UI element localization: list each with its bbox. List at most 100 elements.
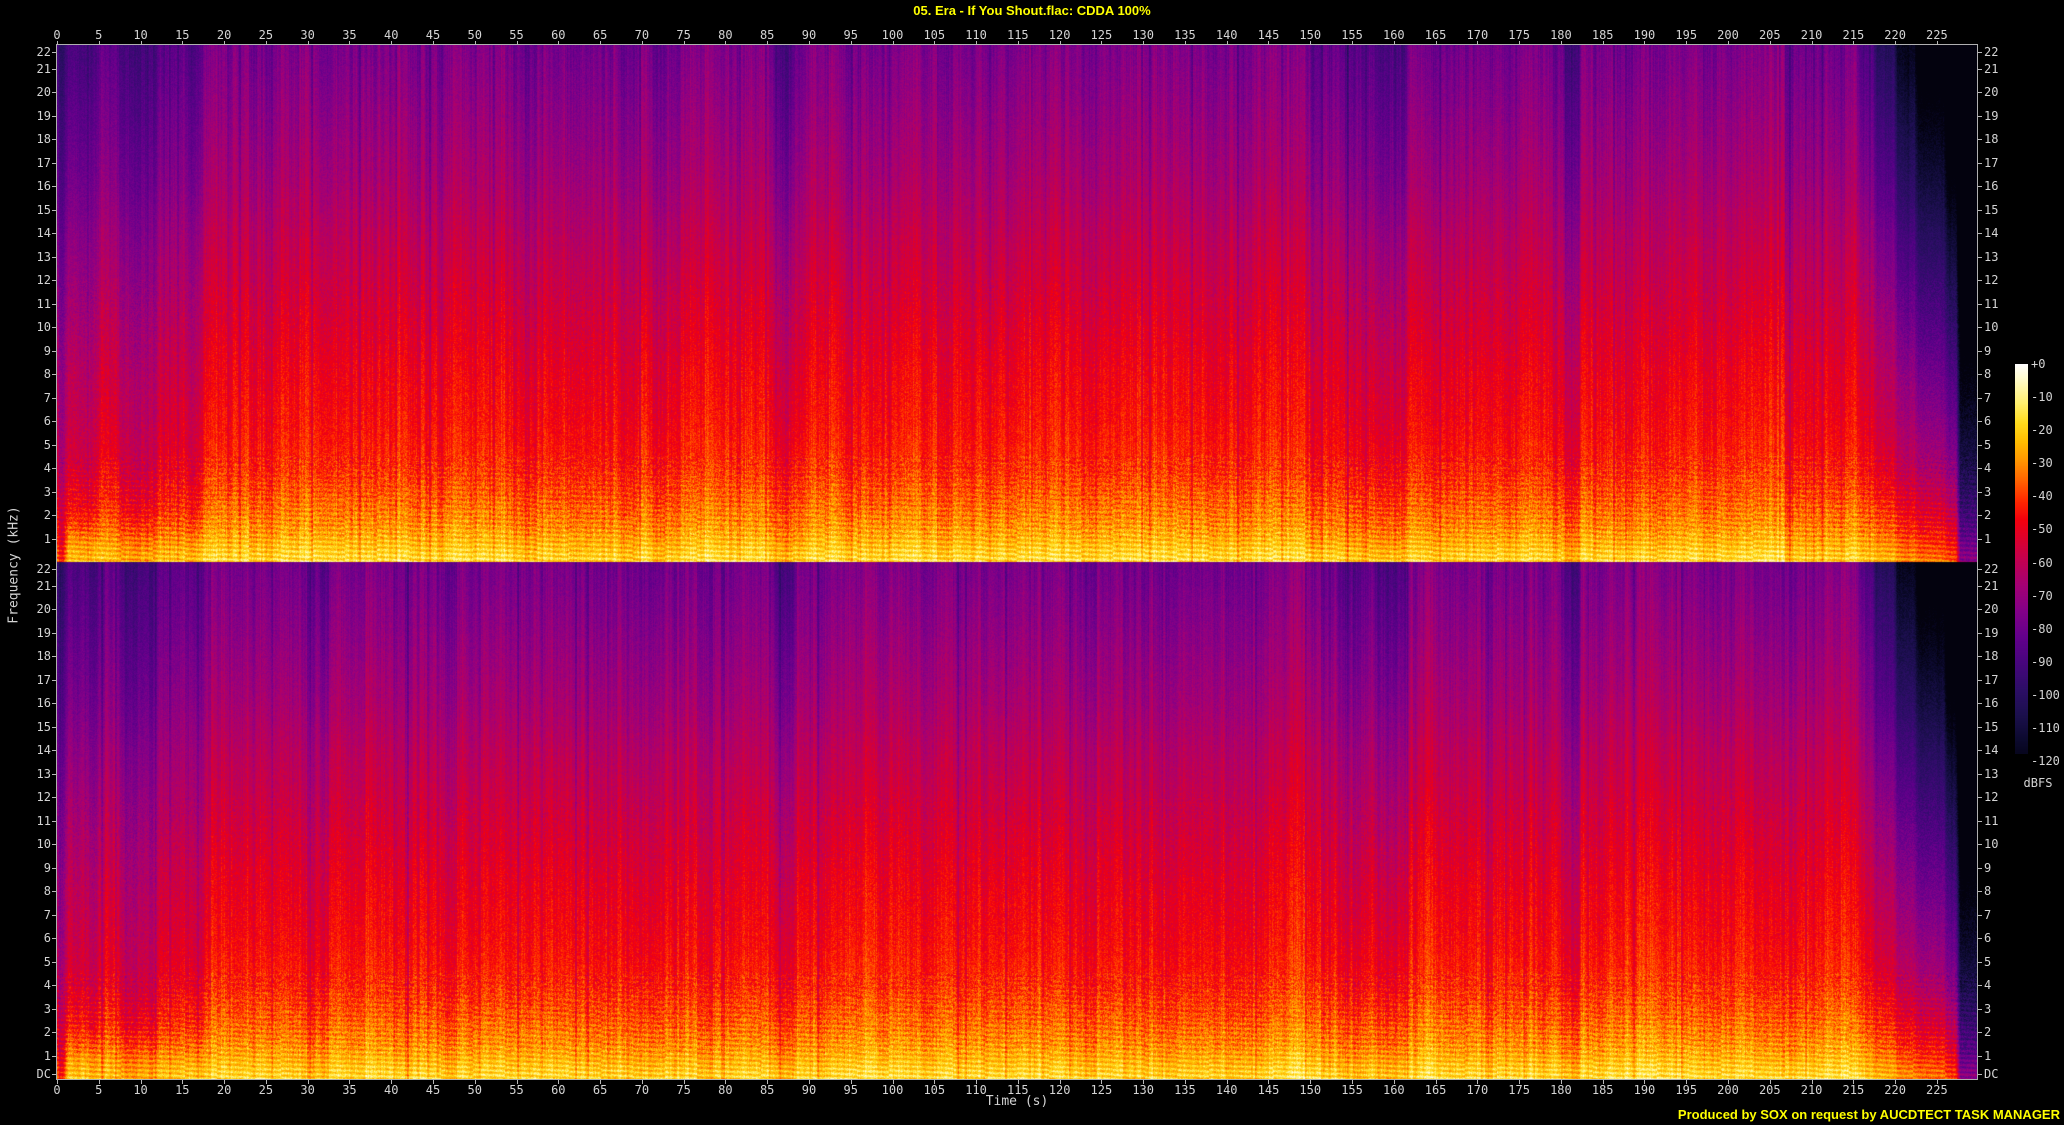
freq-tick-label-right: 4 <box>1984 461 1992 475</box>
time-tick-mark-bottom <box>1017 1080 1019 1084</box>
time-tick-mark-top <box>1059 41 1061 45</box>
freq-tick-label-right: 7 <box>1984 391 1992 405</box>
time-tick-mark-top <box>98 41 100 45</box>
time-tick-mark-bottom <box>1435 1080 1437 1084</box>
freq-tick-mark-right <box>1978 656 1982 657</box>
time-tick-mark-top <box>474 41 476 45</box>
time-tick-mark-bottom <box>850 1080 852 1084</box>
freq-tick-mark-left <box>52 1056 56 1057</box>
freq-tick-label-right: 4 <box>1984 978 1992 992</box>
freq-tick-label-right: 7 <box>1984 908 1992 922</box>
time-tick-label-top: 70 <box>634 28 650 42</box>
time-tick-mark-bottom <box>683 1080 685 1084</box>
time-tick-mark-top <box>1435 41 1437 45</box>
time-tick-label-bottom: 25 <box>258 1083 274 1097</box>
time-tick-mark-bottom <box>307 1080 309 1084</box>
freq-tick-label-right: 13 <box>1984 250 1999 264</box>
time-tick-label-bottom: 15 <box>175 1083 190 1097</box>
freq-tick-mark-right <box>1978 609 1982 610</box>
freq-tick-label-left: 9 <box>43 861 51 875</box>
colorbar-tick-label: -110 <box>2031 720 2060 735</box>
freq-tick-mark-left <box>52 445 56 446</box>
freq-tick-mark-right <box>1978 210 1982 211</box>
time-tick-label-top: 55 <box>509 28 524 42</box>
time-tick-mark-bottom <box>934 1080 936 1084</box>
time-tick-label-top: 65 <box>592 28 608 42</box>
colorbar-gradient <box>2015 364 2028 754</box>
freq-tick-mark-left <box>52 1074 56 1075</box>
freq-tick-label-left: 22 <box>36 562 51 576</box>
time-tick-label-bottom: 120 <box>1048 1083 1071 1097</box>
freq-tick-mark-left <box>52 398 56 399</box>
freq-tick-mark-left <box>52 774 56 775</box>
time-tick-label-bottom: 65 <box>592 1083 608 1097</box>
freq-tick-label-right: 17 <box>1984 156 1999 170</box>
freq-tick-mark-right <box>1978 844 1982 845</box>
freq-tick-label-left: 22 <box>36 45 51 59</box>
time-tick-label-bottom: 45 <box>425 1083 441 1097</box>
colorbar-unit-label: dBFS <box>2023 776 2053 790</box>
time-tick-mark-bottom <box>1560 1080 1562 1084</box>
time-tick-label-bottom: 115 <box>1006 1083 1029 1097</box>
time-tick-mark-bottom <box>641 1080 643 1084</box>
colorbar-tick-label: +0 <box>2031 357 2046 371</box>
time-axis-title: Time (s) <box>985 1094 1049 1109</box>
freq-tick-label-right: 10 <box>1984 320 1999 334</box>
colorbar-tick-label: -10 <box>2031 390 2053 405</box>
freq-tick-mark-right <box>1978 374 1982 375</box>
time-tick-mark-bottom <box>1393 1080 1395 1084</box>
freq-tick-label-right: 11 <box>1984 814 1999 828</box>
time-tick-mark-top <box>558 41 560 45</box>
time-tick-label-bottom: 190 <box>1633 1083 1656 1097</box>
time-tick-mark-top <box>432 41 434 45</box>
freq-tick-mark-right <box>1978 139 1982 140</box>
freq-tick-label-left: 16 <box>36 179 51 193</box>
freq-tick-mark-right <box>1978 750 1982 751</box>
freq-tick-mark-left <box>52 374 56 375</box>
freq-tick-mark-left <box>52 985 56 986</box>
freq-tick-mark-left <box>52 797 56 798</box>
freq-tick-mark-right <box>1978 797 1982 798</box>
freq-tick-label-right: 5 <box>1984 438 1992 452</box>
time-tick-label-top: 130 <box>1132 28 1154 42</box>
freq-tick-mark-left <box>52 139 56 140</box>
time-tick-label-top: 95 <box>843 28 858 42</box>
freq-tick-label-right: 19 <box>1984 626 1999 640</box>
time-tick-mark-bottom <box>1519 1080 1521 1084</box>
time-tick-label-top: 10 <box>133 28 148 42</box>
freq-tick-mark-left <box>52 304 56 305</box>
time-tick-mark-bottom <box>725 1080 727 1084</box>
time-tick-label-top: 160 <box>1382 28 1405 42</box>
freq-tick-mark-left <box>52 52 56 53</box>
time-tick-mark-bottom <box>1184 1080 1186 1084</box>
time-tick-label-top: 30 <box>300 28 315 42</box>
freq-tick-mark-right <box>1978 774 1982 775</box>
time-tick-mark-top <box>516 41 518 45</box>
time-tick-label-bottom: 150 <box>1299 1083 1322 1097</box>
time-tick-mark-bottom <box>892 1080 894 1084</box>
freq-tick-label-left: 12 <box>36 790 51 804</box>
time-tick-label-bottom: 55 <box>509 1083 524 1097</box>
freq-tick-mark-right <box>1978 985 1982 986</box>
colorbar-tick-label: -40 <box>2031 489 2053 504</box>
time-tick-label-bottom: 170 <box>1466 1083 1489 1097</box>
time-tick-label-bottom: 145 <box>1257 1083 1280 1097</box>
colorbar-tick-label: -80 <box>2031 621 2053 636</box>
freq-tick-label-right: DC <box>1984 1067 1999 1081</box>
time-tick-label-bottom: 100 <box>881 1083 904 1097</box>
time-tick-label-bottom: 80 <box>718 1083 733 1097</box>
time-tick-mark-top <box>1602 41 1604 45</box>
freq-tick-label-left: 5 <box>43 438 51 452</box>
attribution-text: Produced by SOX on request by AUCDTECT T… <box>1677 1107 2060 1122</box>
time-tick-mark-top <box>1101 41 1103 45</box>
freq-tick-mark-left <box>52 891 56 892</box>
time-tick-label-bottom: 40 <box>383 1083 399 1097</box>
freq-tick-mark-left <box>52 280 56 281</box>
freq-tick-label-left: 2 <box>43 508 51 522</box>
time-tick-mark-bottom <box>1143 1080 1145 1084</box>
time-tick-mark-top <box>224 41 226 45</box>
time-tick-label-bottom: 110 <box>965 1083 987 1097</box>
time-tick-label-top: 125 <box>1090 28 1113 42</box>
time-tick-mark-bottom <box>1602 1080 1604 1084</box>
